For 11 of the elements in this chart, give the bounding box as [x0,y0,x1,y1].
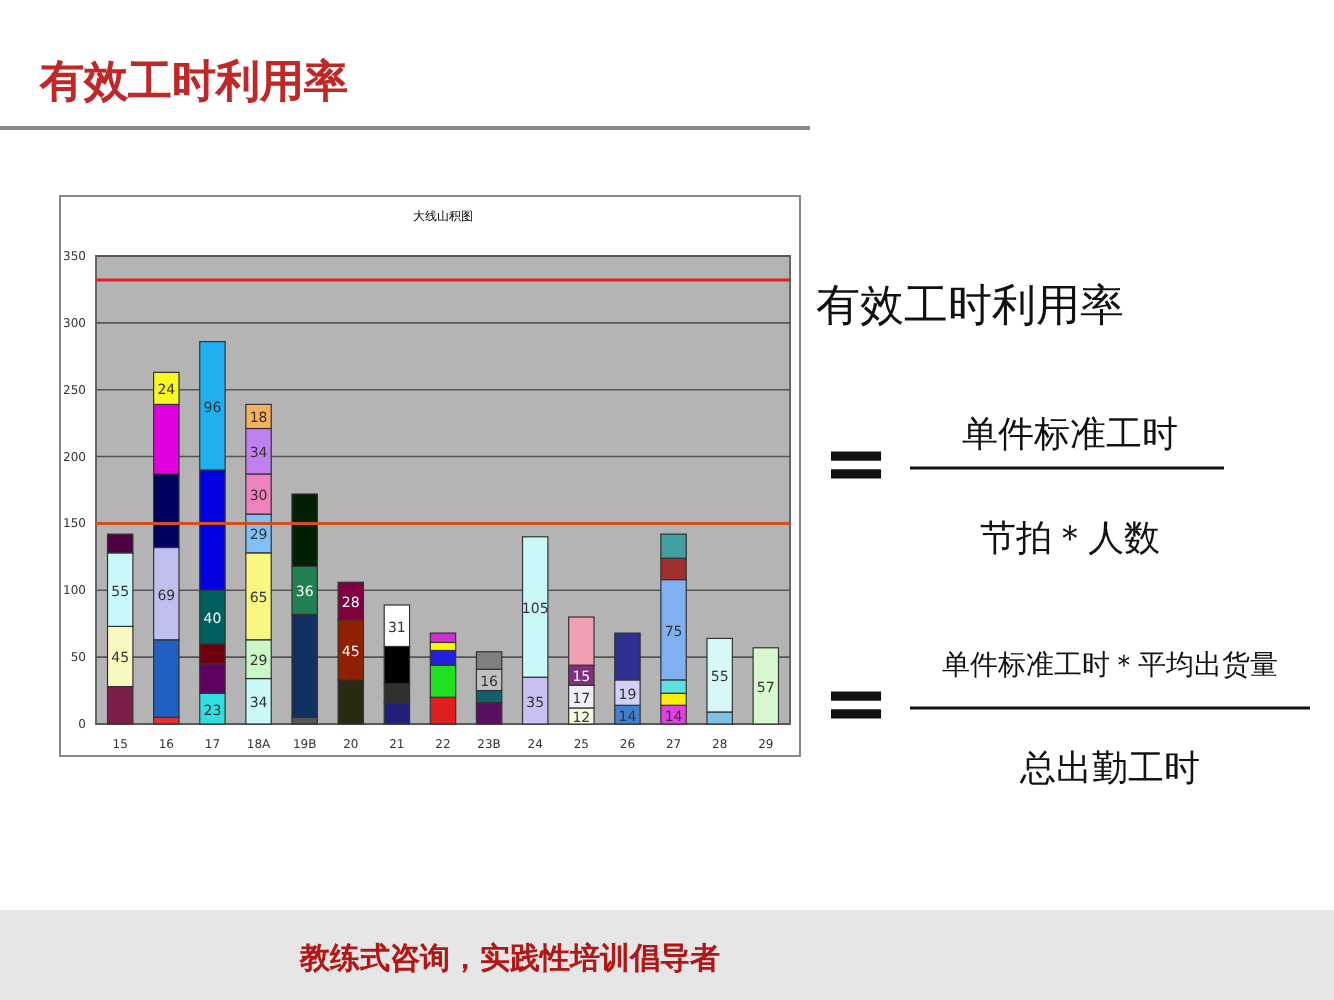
text: = [822,658,890,750]
text: 有效工时利用率 [816,282,1124,332]
bar [752,647,780,725]
text: 有效工时利用率 [38,56,348,108]
text: = [822,418,890,510]
text: 教练式咨询，实践性培训倡导者 [298,940,720,976]
text: 总出勤工时 [1018,748,1200,790]
text: 单件标准工时＊平均出货量 [942,650,1278,682]
text: 单件标准工时 [962,414,1178,456]
text: 节拍＊人数 [980,518,1160,560]
bar [429,632,457,644]
